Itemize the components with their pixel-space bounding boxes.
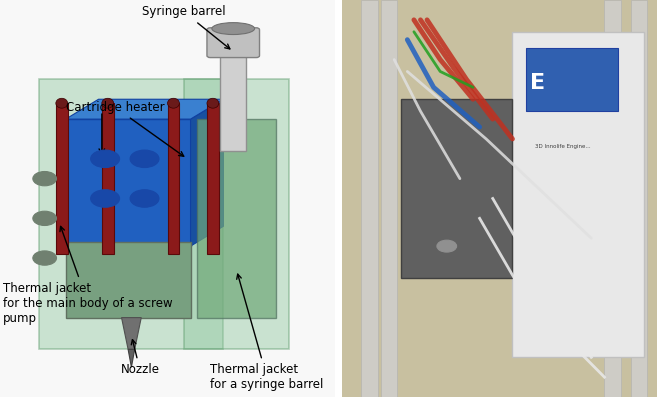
Text: Thermal jacket
for the main body of a screw
pump: Thermal jacket for the main body of a sc… [3,226,173,325]
Ellipse shape [56,98,68,108]
Text: E: E [530,73,545,93]
Circle shape [91,150,120,168]
Bar [401,99,512,278]
Circle shape [91,190,120,207]
Bar [631,0,647,397]
FancyBboxPatch shape [66,242,191,318]
Text: Nozzle: Nozzle [120,340,160,376]
Polygon shape [191,99,223,246]
Bar [512,32,644,357]
Polygon shape [122,318,141,349]
Circle shape [130,190,159,207]
Polygon shape [66,99,223,119]
Bar [102,103,114,254]
Ellipse shape [102,98,114,108]
Circle shape [33,172,57,186]
Bar [56,103,68,254]
Polygon shape [128,349,135,367]
Bar [342,0,657,397]
Bar [381,0,397,397]
FancyBboxPatch shape [197,119,276,318]
FancyBboxPatch shape [207,28,260,58]
Text: Thermal jacket
for a syringe barrel: Thermal jacket for a syringe barrel [210,274,324,391]
Text: Syringe barrel: Syringe barrel [142,6,230,49]
Circle shape [33,251,57,265]
Circle shape [130,150,159,168]
FancyBboxPatch shape [66,119,191,246]
Bar [604,0,621,397]
FancyBboxPatch shape [184,79,289,349]
Bar [168,103,179,254]
Circle shape [33,211,57,225]
Ellipse shape [168,98,179,108]
Ellipse shape [212,23,254,35]
Bar [207,103,219,254]
Text: 3D Innolife Engine...: 3D Innolife Engine... [535,145,591,149]
Circle shape [437,240,457,252]
Bar [526,48,618,111]
Ellipse shape [207,98,219,108]
FancyBboxPatch shape [39,79,223,349]
Bar [0,0,335,397]
Bar [342,0,657,397]
Text: Cartridge heater: Cartridge heater [66,101,184,156]
Bar [220,48,246,151]
Bar [361,0,378,397]
